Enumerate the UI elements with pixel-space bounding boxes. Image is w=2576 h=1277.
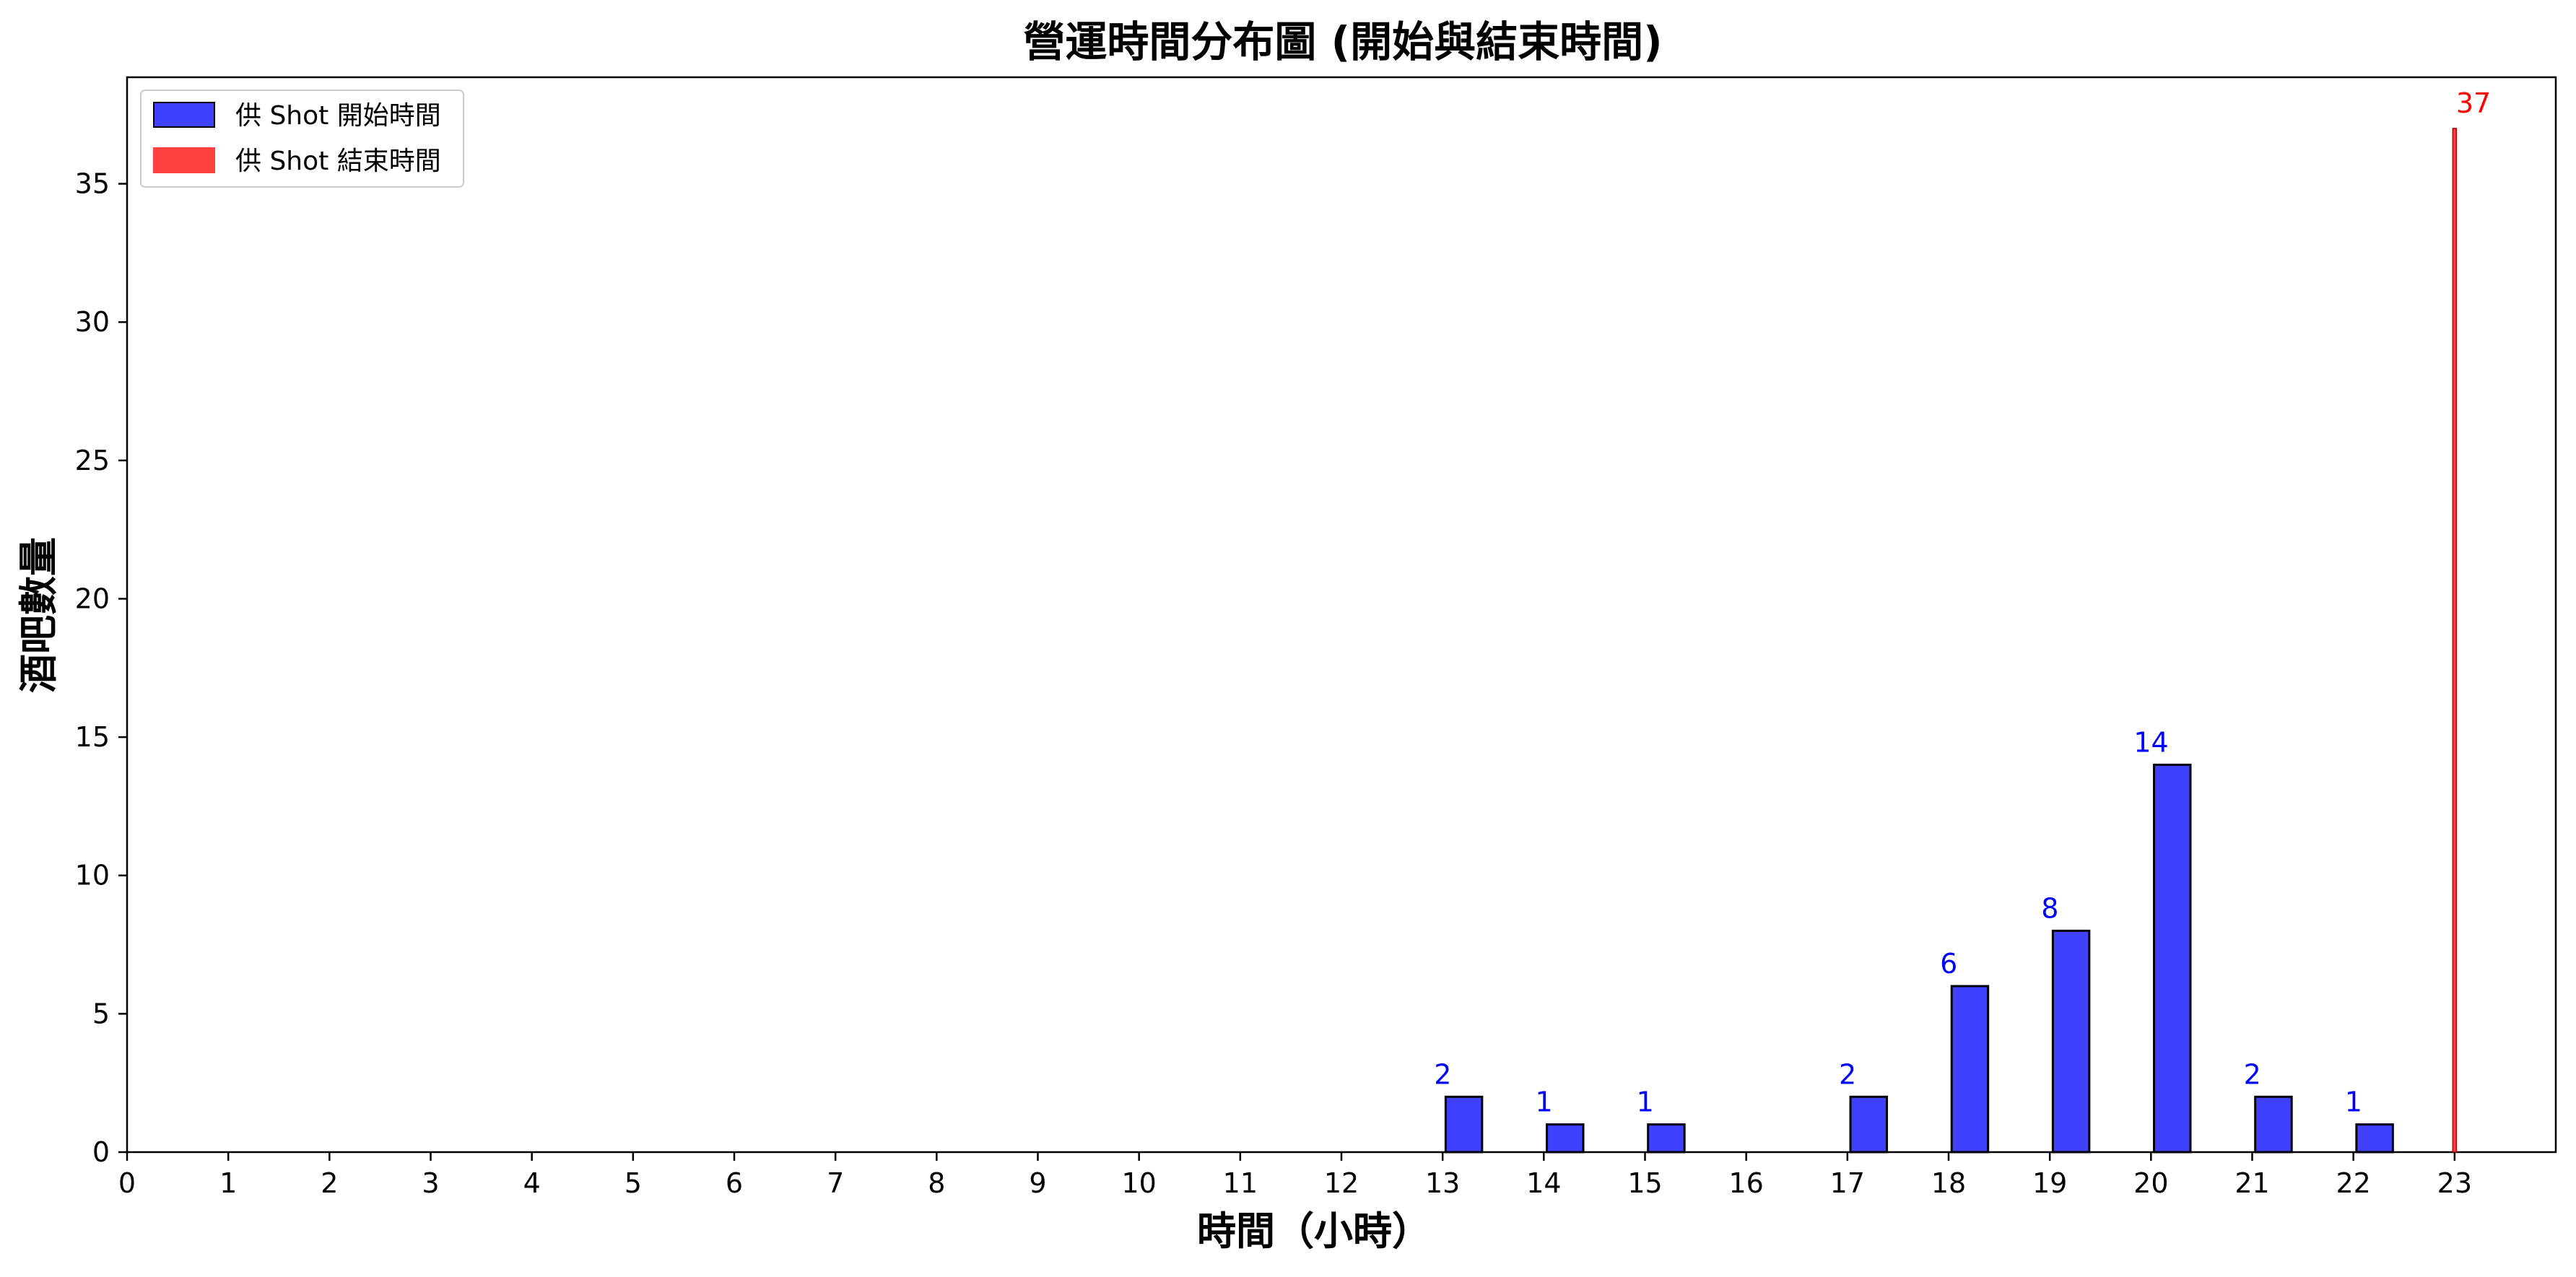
x-tick-label: 22 <box>2336 1167 2370 1199</box>
bar-start-22 <box>2355 1123 2394 1154</box>
y-tick-label: 10 <box>75 860 110 892</box>
bar-end-23 <box>2452 128 2458 1153</box>
x-tick-label: 3 <box>422 1167 439 1199</box>
y-tick-label: 35 <box>75 168 110 200</box>
x-tick-label: 4 <box>523 1167 541 1199</box>
legend-label-start: 供 Shot 開始時間 <box>235 101 441 131</box>
bar-label-start-17: 2 <box>1839 1058 1856 1090</box>
y-tick-label: 5 <box>92 998 110 1029</box>
bars-group <box>1444 128 2458 1154</box>
x-tick-label: 0 <box>118 1167 136 1199</box>
y-axis: 0 5 10 15 20 25 30 35 <box>75 168 127 1168</box>
bar-labels-group: 2 1 1 2 6 8 14 2 1 37 <box>1434 87 2491 1118</box>
x-tick-label: 6 <box>726 1167 743 1199</box>
plot-frame <box>126 76 2557 1154</box>
bar-label-end-23: 37 <box>2456 87 2491 119</box>
y-tick-label: 25 <box>75 445 110 476</box>
plot-area: 2 1 1 2 6 8 14 2 1 37 <box>126 76 2557 1154</box>
x-tick-label: 5 <box>625 1167 642 1199</box>
legend-swatch-start <box>153 102 215 128</box>
x-tick-label: 19 <box>2032 1167 2067 1199</box>
x-tick-label: 8 <box>928 1167 945 1199</box>
bar-start-20 <box>2153 763 2192 1154</box>
y-tick-label: 15 <box>75 721 110 753</box>
bar-start-13 <box>1444 1095 1484 1154</box>
x-tick-label: 13 <box>1425 1167 1460 1199</box>
legend-label-end: 供 Shot 結束時間 <box>235 147 441 176</box>
x-tick-label: 20 <box>2133 1167 2168 1199</box>
x-tick-label: 1 <box>219 1167 237 1199</box>
x-tick-label: 7 <box>827 1167 844 1199</box>
x-tick-label: 11 <box>1223 1167 1258 1199</box>
bar-start-19 <box>2051 929 2091 1154</box>
x-tick-label: 17 <box>1830 1167 1865 1199</box>
bar-start-17 <box>1849 1095 1888 1154</box>
x-tick-label: 14 <box>1526 1167 1561 1199</box>
bar-label-start-22: 1 <box>2345 1086 2362 1118</box>
chart-title: 營運時間分布圖 (開始與結束時間) <box>1023 17 1662 66</box>
x-tick-label: 10 <box>1121 1167 1156 1199</box>
x-tick-label: 15 <box>1627 1167 1662 1199</box>
bar-start-15 <box>1647 1123 1686 1154</box>
x-axis-label: 時間（小時） <box>1197 1208 1431 1254</box>
bar-label-start-20: 14 <box>2133 726 2168 758</box>
bar-label-start-19: 8 <box>2041 892 2058 924</box>
bar-label-start-18: 6 <box>1940 948 1957 980</box>
x-tick-label: 16 <box>1728 1167 1763 1199</box>
bar-start-14 <box>1546 1123 1585 1154</box>
bar-label-start-14: 1 <box>1535 1086 1552 1118</box>
legend: 供 Shot 開始時間 供 Shot 結束時間 <box>140 90 464 188</box>
bar-label-start-15: 1 <box>1637 1086 1654 1118</box>
x-tick-label: 23 <box>2437 1167 2472 1199</box>
x-tick-label: 21 <box>2235 1167 2269 1199</box>
x-tick-label: 18 <box>1931 1167 1966 1199</box>
legend-frame <box>140 90 464 188</box>
y-tick-label: 0 <box>92 1136 110 1168</box>
y-axis-label: 酒吧數量 <box>16 537 61 693</box>
y-tick-label: 20 <box>75 583 110 614</box>
bar-start-18 <box>1950 985 1990 1154</box>
x-tick-label: 2 <box>321 1167 338 1199</box>
bar-start-21 <box>2254 1095 2293 1154</box>
x-axis: 0 1 2 3 4 5 6 7 8 9 10 11 12 13 14 15 16 17 18 19 20 21 22 23 <box>118 1152 2472 1199</box>
bar-label-start-21: 2 <box>2244 1058 2261 1090</box>
x-tick-label: 12 <box>1324 1167 1359 1199</box>
y-tick-label: 30 <box>75 306 110 338</box>
x-tick-label: 9 <box>1029 1167 1046 1199</box>
legend-swatch-end <box>153 147 215 173</box>
bar-label-start-13: 2 <box>1434 1058 1451 1090</box>
